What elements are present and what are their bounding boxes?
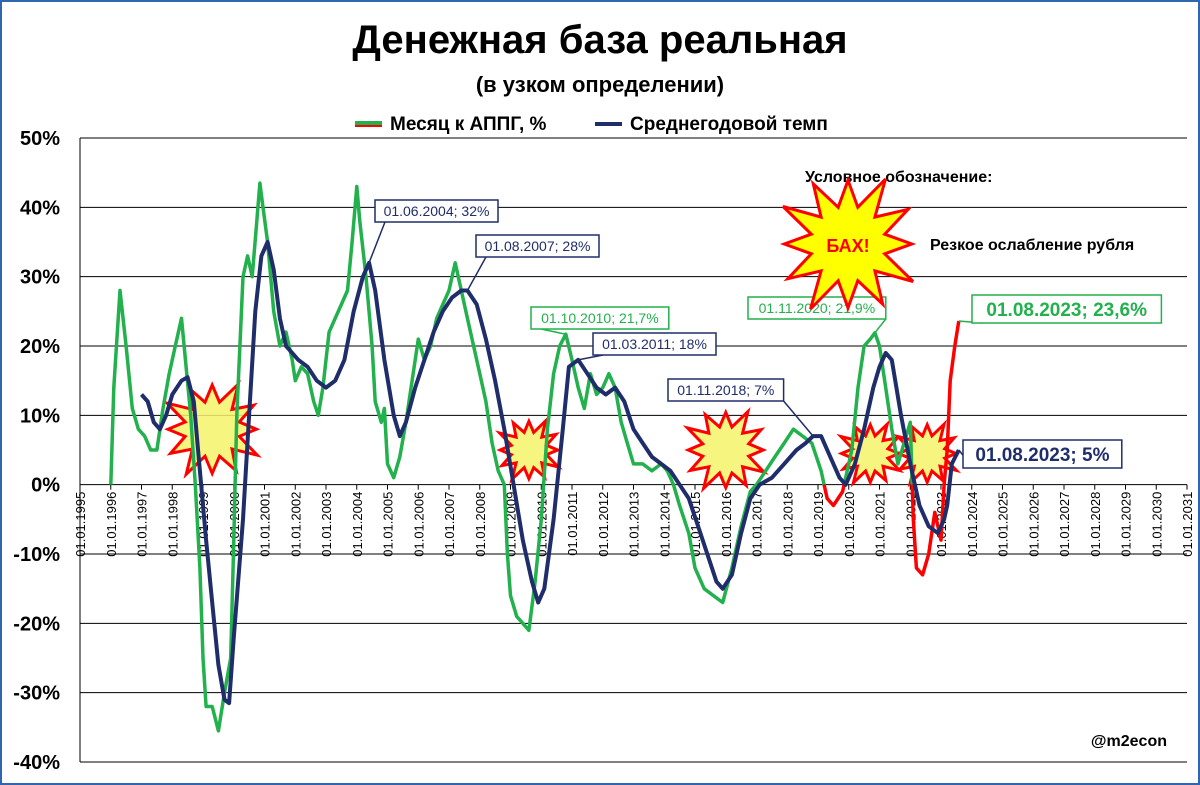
x-tick-label: 01.01.2029 [1119, 492, 1134, 557]
x-tick-label: 01.01.1996 [104, 492, 119, 557]
callout-pointer [783, 400, 814, 437]
shock-markers [162, 379, 962, 493]
note-label: Резкое ослабление рубля [930, 237, 1134, 254]
y-axis-ticks: 50% 40% 30% 20% 10% 0% -10% -20% -30% -40% [13, 128, 60, 774]
shock-burst-icon [162, 379, 262, 479]
x-tick-label: 01.01.2031 [1180, 492, 1195, 557]
series-line-monthly [842, 331, 914, 486]
series-line-monthly [109, 288, 237, 733]
y-tick-label: 50% [20, 128, 60, 150]
callout-pointer [578, 354, 604, 361]
x-tick-label: 01.01.2008 [473, 492, 488, 557]
y-tick-label: -30% [13, 683, 60, 705]
legend-label-monthly: Месяц к АППГ, % [390, 114, 547, 135]
callout-box [592, 332, 717, 356]
x-tick-label: 01.01.2026 [1026, 492, 1041, 557]
chart-title: Денежная база реальная [352, 18, 848, 62]
x-tick-label: 01.01.2014 [657, 492, 672, 557]
x-tick-label: 01.01.2024 [965, 492, 980, 557]
x-tick-label: 01.01.2012 [596, 492, 611, 557]
x-axis-ticks: 01.01.1995 01.01.1996 01.01.1997 01.01.1998… [73, 484, 1195, 557]
note-title: Условное обозначение: [805, 169, 992, 186]
callout-label: 01.06.2004; 32% [384, 203, 490, 219]
series-line-monthly [233, 181, 546, 633]
x-tick-label: 01.01.2019 [811, 492, 826, 557]
x-tick-label: 01.01.2028 [1088, 492, 1103, 557]
shock-legend-note: Условное обозначение: БАХ! Резкое ослабл… [779, 169, 1134, 313]
callout-box [475, 234, 600, 258]
callout-label: 01.10.2010; 21,7% [541, 310, 659, 326]
x-tick-label: 01.01.2016 [719, 492, 734, 557]
callout-label: 01.08.2023; 5% [975, 445, 1109, 466]
watermark: @m2econ [1091, 733, 1167, 750]
x-tick-label: 01.01.2006 [411, 492, 426, 557]
legend-label-average: Среднегодовой темп [630, 114, 828, 135]
x-tick-label: 01.01.2002 [288, 492, 303, 557]
x-tick-label: 01.01.2017 [750, 492, 765, 557]
x-tick-label: 01.01.2025 [996, 492, 1011, 557]
x-tick-label: 01.01.2018 [780, 492, 795, 557]
callout-box [971, 294, 1163, 324]
x-tick-label: 01.01.1998 [165, 492, 180, 557]
callout-pointer [466, 256, 487, 291]
y-tick-label: 40% [20, 197, 60, 219]
x-tick-label: 01.01.2005 [381, 492, 396, 557]
callout-pointer [540, 328, 567, 335]
x-tick-label: 01.01.1995 [73, 492, 88, 557]
callout-annotations: 01.06.2004; 32% 01.08.2007; 28% 01.10.2010… [368, 199, 1163, 469]
callout-box [374, 199, 499, 223]
callout-pointer [874, 318, 887, 334]
x-tick-label: 01.01.2001 [258, 492, 273, 557]
bah-burst-icon [779, 175, 917, 313]
x-tick-label: 01.01.2027 [1057, 492, 1072, 557]
y-tick-label: -10% [13, 544, 60, 566]
note-badge: БАХ! [826, 236, 869, 256]
shock-burst-icon [893, 419, 962, 488]
y-tick-label: -40% [13, 752, 60, 774]
callout-pointer [368, 221, 386, 264]
y-tick-label: 20% [20, 336, 60, 358]
series-line-average [140, 240, 961, 706]
callout-box [530, 306, 670, 330]
callout-label: 01.08.2007; 28% [485, 238, 591, 254]
x-tick-label: 01.01.2030 [1149, 492, 1164, 557]
x-tick-label: 01.01.2013 [627, 492, 642, 557]
x-tick-label: 01.01.2020 [842, 492, 857, 557]
series-line-monthly [910, 320, 961, 577]
x-tick-label: 01.01.2007 [442, 492, 457, 557]
shock-burst-icon [682, 407, 769, 493]
x-tick-label: 01.01.1997 [135, 492, 150, 557]
x-tick-label: 01.01.2021 [873, 492, 888, 557]
chart-subtitle: (в узком определении) [475, 72, 725, 97]
y-tick-label: 30% [20, 267, 60, 289]
legend: Месяц к АППГ, % Среднегодовой темп [355, 114, 828, 135]
callout-label: 01.03.2011; 18% [602, 336, 707, 352]
callout-label: 01.11.2018; 7% [677, 382, 774, 398]
y-tick-label: 10% [20, 405, 60, 427]
series-lines [109, 181, 961, 733]
x-tick-label: 01.01.2003 [319, 492, 334, 557]
x-tick-label: 01.01.2011 [565, 492, 580, 556]
callout-box [962, 439, 1123, 469]
y-tick-label: 0% [31, 475, 60, 497]
series-line-monthly [822, 484, 846, 508]
shock-burst-icon [495, 416, 563, 484]
y-tick-label: -20% [13, 613, 60, 635]
callout-box [667, 378, 785, 402]
callout-label: 01.08.2023; 23,6% [986, 300, 1147, 321]
x-tick-label: 01.01.2004 [350, 492, 365, 557]
